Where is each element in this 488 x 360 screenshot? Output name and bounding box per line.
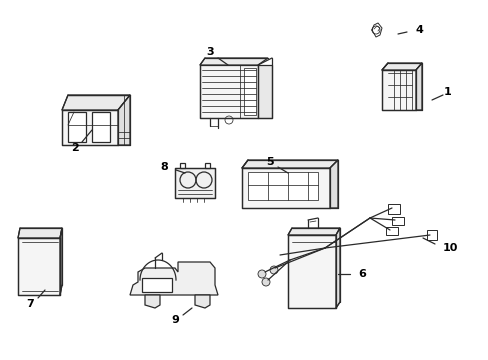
Polygon shape [385, 227, 397, 235]
Polygon shape [195, 295, 209, 308]
Circle shape [258, 270, 265, 278]
Circle shape [262, 278, 269, 286]
Polygon shape [391, 217, 403, 225]
Text: 5: 5 [265, 157, 273, 167]
Polygon shape [335, 228, 339, 308]
Polygon shape [242, 168, 329, 208]
Polygon shape [329, 160, 337, 208]
Polygon shape [142, 278, 172, 292]
Text: 2: 2 [71, 143, 79, 153]
Polygon shape [426, 230, 436, 240]
Polygon shape [258, 65, 271, 118]
Polygon shape [200, 58, 267, 65]
Polygon shape [92, 112, 110, 142]
Polygon shape [287, 228, 339, 235]
Polygon shape [18, 228, 62, 238]
Text: 10: 10 [442, 243, 457, 253]
Polygon shape [62, 95, 130, 110]
Text: 9: 9 [171, 315, 179, 325]
Text: 7: 7 [26, 299, 34, 309]
Polygon shape [387, 204, 399, 214]
Polygon shape [180, 163, 184, 168]
Text: 3: 3 [206, 47, 213, 57]
Text: 6: 6 [357, 269, 365, 279]
Polygon shape [145, 295, 160, 308]
Polygon shape [287, 235, 335, 308]
Polygon shape [415, 63, 421, 110]
Polygon shape [204, 163, 209, 168]
Text: 8: 8 [160, 162, 168, 172]
Polygon shape [68, 112, 86, 142]
Polygon shape [200, 65, 258, 118]
Polygon shape [62, 110, 118, 145]
Polygon shape [18, 238, 60, 295]
Circle shape [269, 266, 278, 274]
Text: 4: 4 [414, 25, 422, 35]
Polygon shape [247, 172, 317, 200]
Polygon shape [242, 160, 337, 168]
Polygon shape [381, 63, 421, 70]
Polygon shape [118, 95, 130, 145]
Polygon shape [381, 70, 415, 110]
Polygon shape [244, 68, 256, 115]
Polygon shape [130, 262, 218, 295]
Polygon shape [175, 168, 215, 198]
Text: 1: 1 [443, 87, 451, 97]
Polygon shape [60, 228, 62, 295]
